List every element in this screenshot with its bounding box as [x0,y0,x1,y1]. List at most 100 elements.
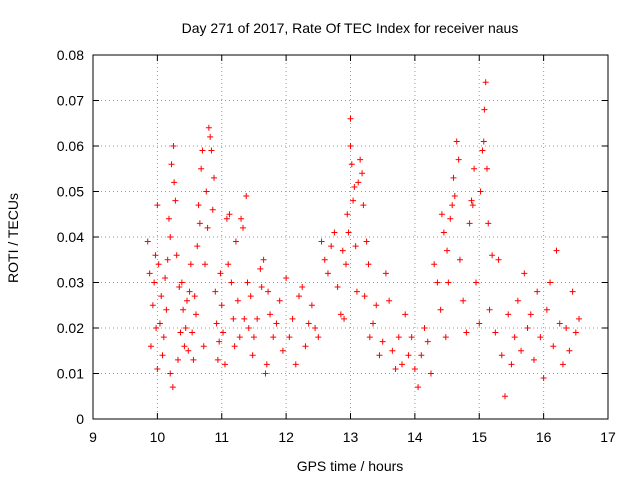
data-point [172,197,179,204]
data-point [217,270,224,277]
data-point [273,320,280,327]
data-point [200,343,207,350]
data-point [202,261,209,268]
data-point [318,238,325,245]
data-point [267,311,274,318]
data-point [223,215,230,222]
data-point [341,315,348,322]
data-point [339,247,346,254]
data-point [479,147,486,154]
data-point [238,215,245,222]
data-point [359,170,366,177]
x-tick-label: 13 [343,429,359,445]
data-point [350,197,357,204]
data-point [556,320,563,327]
data-point [168,161,175,168]
data-point [373,302,380,309]
data-point [221,361,228,368]
data-point [270,334,277,341]
data-point [392,365,399,372]
x-tick-label: 10 [150,429,166,445]
data-point [167,370,174,377]
data-point [421,325,428,331]
data-point [386,297,393,304]
data-point [337,311,344,318]
data-point [279,347,286,354]
data-points [144,79,583,400]
axis-ticks: 9 10 11 12 13 14 15 16 17 0 0.01 0.02 0.03 0.04 0.05 0.… [57,47,616,445]
data-point [177,329,184,336]
data-point [508,361,515,368]
data-point [477,188,484,195]
data-point [171,179,178,186]
data-point [376,352,383,359]
data-point [243,193,250,200]
data-point [492,329,499,336]
data-point [194,243,201,250]
data-point [191,293,198,300]
data-point [156,320,163,327]
data-point [216,338,223,345]
data-point [245,325,252,331]
data-point [460,297,467,304]
data-point [247,293,254,300]
data-point [489,252,496,259]
data-point [486,306,493,313]
data-point [151,279,158,286]
data-point [451,193,458,200]
data-point [553,247,560,254]
data-point [196,220,203,227]
data-point [205,124,212,131]
data-point [469,202,476,209]
x-tick-label: 11 [214,429,229,445]
data-point [193,311,199,318]
x-tick-label: 16 [536,429,552,445]
data-point [174,356,181,363]
data-point [149,302,156,309]
data-point [187,261,194,268]
data-point [324,270,331,277]
data-point [442,334,449,341]
data-point [155,261,162,268]
data-point [466,220,473,227]
data-point [427,370,434,377]
data-point [176,284,183,291]
data-point [198,165,205,172]
data-point [405,352,412,359]
data-point [225,261,232,268]
data-point [576,315,583,322]
data-point [302,343,309,350]
data-point [144,238,151,245]
data-point [438,211,445,218]
data-point [370,320,377,327]
data-point [363,238,370,245]
x-tick-label: 14 [407,429,423,445]
data-point [550,343,557,350]
data-point [152,252,159,259]
data-point [230,315,237,322]
data-point [207,133,214,140]
data-point [543,306,550,313]
data-point [334,284,341,291]
data-point [265,288,272,295]
data-point [514,297,521,304]
data-point [418,352,425,359]
data-point [537,334,544,341]
data-point [402,311,409,318]
data-point [315,334,322,341]
data-point [154,365,161,372]
data-point [186,288,193,295]
data-point [213,320,220,327]
data-point [160,334,167,341]
y-tick-label: 0.05 [57,184,84,200]
y-tick-label: 0.06 [57,138,84,154]
data-point [482,79,489,86]
data-point [185,347,192,354]
data-point [299,284,306,291]
data-point [232,238,239,245]
data-point [563,325,570,331]
data-point [348,161,355,168]
data-point [165,215,172,222]
data-point [572,329,579,336]
data-point [154,202,161,209]
